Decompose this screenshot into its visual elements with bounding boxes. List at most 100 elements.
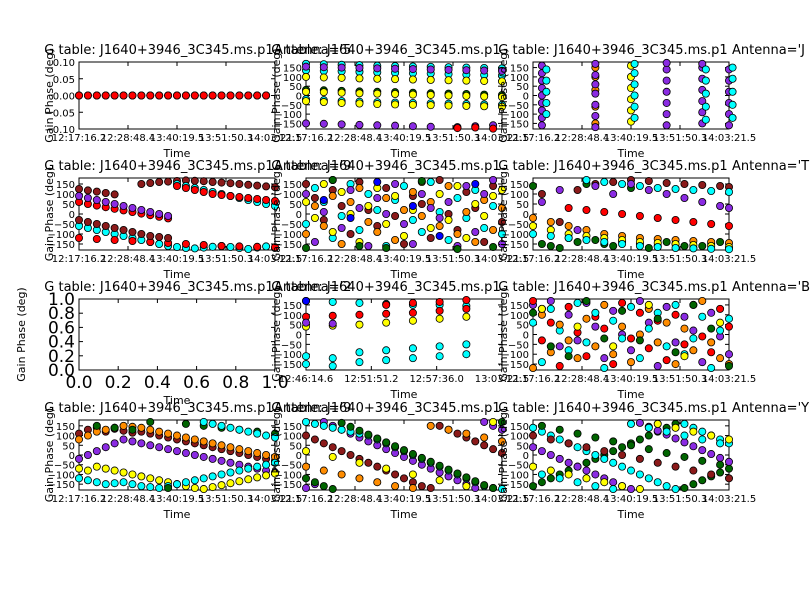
data-point [208,91,217,100]
data-point [337,63,346,72]
data-point [707,244,716,253]
x-axis-label: Time [617,147,645,160]
data-point [208,189,217,198]
data-point [725,121,734,130]
x-tick-label: 12:28:48.4 [555,133,609,144]
data-point [701,102,710,111]
y-tick-label: −150 [48,240,75,251]
data-point [253,473,262,482]
data-point [462,207,471,216]
data-point [181,419,190,428]
data-point [244,244,253,253]
data-point [262,182,271,191]
subplot-1: 0.10 0.05 0.00 −0.05 −0.1012:17:16.212:28:48… [43,43,302,160]
data-point [591,59,600,68]
series-6 [301,87,506,101]
data-point [716,326,725,335]
data-point [355,203,364,212]
data-point [662,178,671,187]
data-point [529,181,538,190]
y-tick-label: −150 [502,119,529,130]
data-point [319,179,328,188]
data-point [529,482,538,491]
data-point [680,419,689,428]
data-point [662,237,671,246]
data-point [319,88,328,97]
data-point [364,430,373,439]
data-point [701,65,710,74]
data-point [262,242,271,251]
data-point [181,478,190,487]
data-point [417,482,426,491]
series-6 [537,300,725,361]
data-point [480,417,489,426]
data-point [253,194,262,203]
data-point [355,183,364,192]
data-point [226,423,235,432]
y-tick-label: 0 [523,210,529,221]
data-point [462,66,471,75]
data-point [698,97,707,106]
x-tick-label: 12:28:48.4 [101,494,155,505]
data-point [355,63,364,72]
data-point [680,431,689,440]
data-point [680,352,689,361]
data-point [630,113,639,122]
data-point [529,462,538,471]
data-point [555,217,564,226]
data-point [92,91,101,100]
data-point [435,175,444,184]
axes-frame [305,61,503,130]
data-point [609,458,618,467]
data-point [408,100,417,109]
y-tick-label: 100 [510,432,529,443]
data-point [627,441,636,450]
data-point [426,65,435,74]
data-point [399,474,408,483]
data-point [529,364,538,373]
data-point [244,464,253,473]
data-point [529,308,538,317]
data-point [653,458,662,467]
data-point [582,474,591,483]
data-point [564,458,573,467]
data-point [609,342,618,351]
data-point [582,205,591,214]
data-point [618,298,627,307]
data-point [328,452,337,461]
data-point [172,91,181,100]
data-point [630,80,639,89]
data-point [137,229,146,238]
data-point [199,240,208,249]
data-point [627,334,636,343]
data-point [426,122,435,131]
data-point [630,59,639,68]
data-point [190,244,199,253]
data-point [137,91,146,100]
data-point [529,229,538,238]
data-point [426,484,435,493]
data-point [701,89,710,98]
data-point [542,65,551,74]
data-point [725,435,734,444]
data-point [635,435,644,444]
data-point [319,421,328,430]
data-point [328,354,337,363]
antenna-label: Antenna='Y [732,401,809,416]
panel-title: G table: J1640+3946_3C345.ms.p1 [498,159,727,174]
x-tick-label: 13:51:50.3 [199,254,253,265]
data-point [75,233,84,242]
data-point [609,316,618,325]
data-point [310,213,319,222]
x-tick-label: 14:03:21.5 [702,254,756,265]
y-tick-label: 50 [289,82,302,93]
series-2 [301,177,506,250]
y-tick-label: 50 [516,200,529,211]
data-point [707,470,716,479]
data-point [199,91,208,100]
data-point [83,217,92,226]
data-point [382,183,391,192]
series-6 [537,421,725,469]
data-point [662,87,671,96]
data-point [489,175,498,184]
